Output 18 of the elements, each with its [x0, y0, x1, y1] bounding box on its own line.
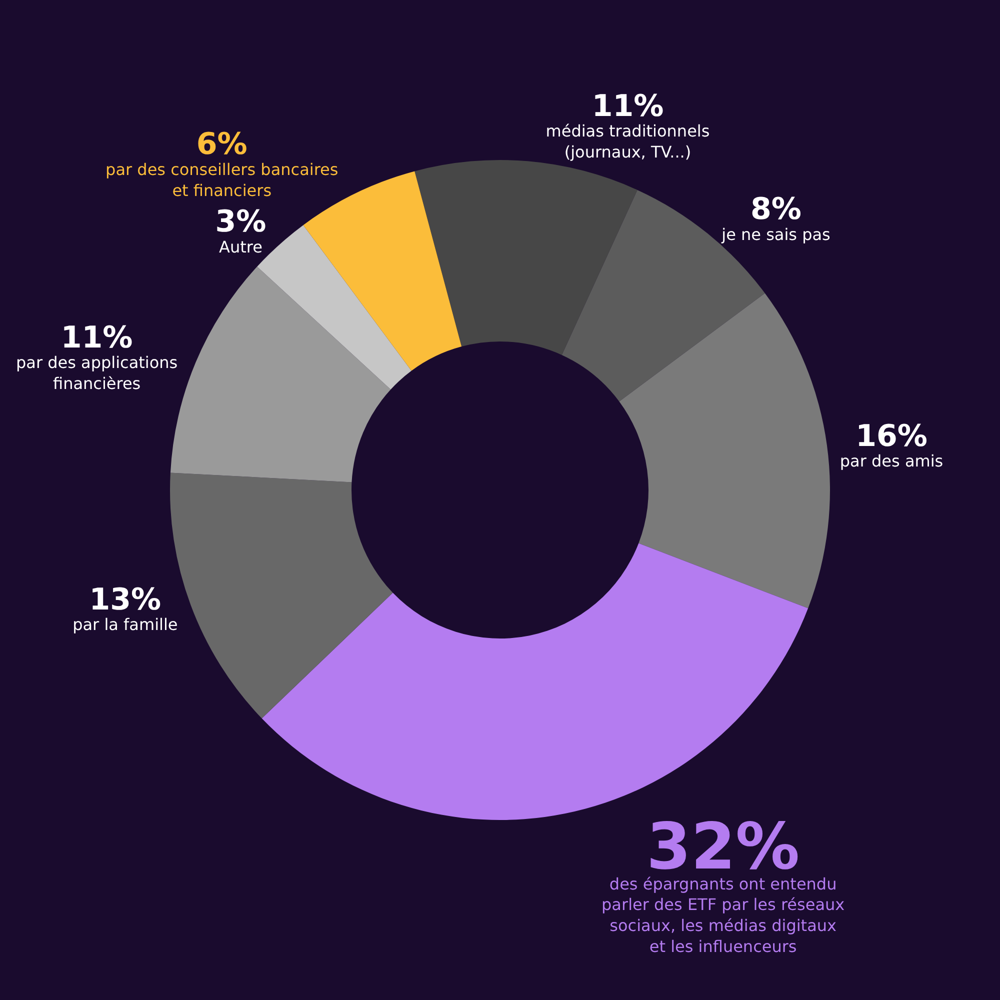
donut-slice: [262, 543, 808, 820]
slice-label: Autre: [219, 237, 262, 256]
slice-label: par la famille: [72, 615, 178, 634]
slice-label: par des applications financières: [16, 353, 178, 393]
slice-label: par des amis: [840, 452, 944, 471]
data-label: 11%: [60, 320, 133, 356]
data-label: 6%: [196, 127, 248, 162]
slice-label: des épargnants ont entendu parler des ETF par les réseaux sociaux, les médias digitaux et les influenceurs: [602, 874, 845, 956]
data-label: 3%: [215, 204, 266, 240]
data-label: 13%: [89, 582, 162, 618]
donut-slice: [414, 160, 638, 355]
data-label: 8%: [750, 192, 802, 227]
donut-slice: [619, 293, 830, 608]
slice-label: médias traditionnels (journaux, TV...): [546, 122, 710, 162]
slice-label: je ne sais pas: [720, 224, 830, 244]
data-label: 16%: [856, 418, 928, 454]
data-label: 11%: [592, 88, 664, 124]
slice-label: par des conseillers bancaires et financiers: [106, 160, 338, 200]
